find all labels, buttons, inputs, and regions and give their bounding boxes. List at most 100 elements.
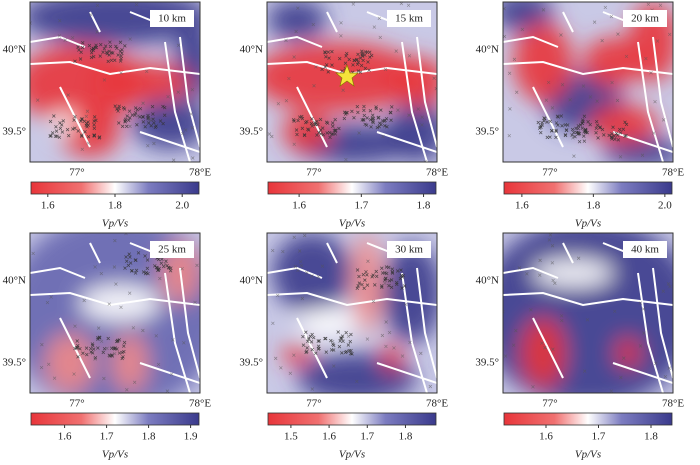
earthquake xyxy=(641,307,646,311)
colorbar-tick-label: 1.7 xyxy=(360,431,374,443)
earthquake xyxy=(529,308,533,312)
earthquake xyxy=(367,50,372,54)
earthquake xyxy=(323,65,328,69)
earthquake xyxy=(389,105,394,109)
earthquake xyxy=(573,134,577,139)
earthquake xyxy=(310,387,315,391)
earthquake xyxy=(613,137,617,142)
earthquake xyxy=(379,122,383,127)
earthquake xyxy=(588,122,592,127)
earthquake xyxy=(316,275,321,279)
earthquake xyxy=(164,259,168,264)
earthquake xyxy=(592,20,597,24)
earthquake xyxy=(546,80,551,85)
earthquake xyxy=(74,346,79,350)
earthquake xyxy=(49,134,53,138)
earthquake xyxy=(303,120,308,125)
earthquake xyxy=(333,132,338,136)
earthquake xyxy=(80,147,85,152)
earthquake xyxy=(119,71,123,75)
earthquake xyxy=(156,362,161,367)
earthquake xyxy=(87,43,92,48)
earthquake xyxy=(76,354,80,359)
earthquake xyxy=(103,44,108,48)
earthquake xyxy=(141,270,146,274)
earthquake xyxy=(311,22,315,27)
earthquake xyxy=(543,116,547,121)
earthquake xyxy=(525,272,529,276)
depth-label: 10 km xyxy=(158,13,186,25)
earthquake xyxy=(311,335,316,340)
earthquake xyxy=(365,116,369,120)
fault xyxy=(89,242,101,264)
anomaly xyxy=(521,318,565,388)
earthquake xyxy=(46,362,51,367)
earthquake xyxy=(374,269,379,274)
earthquake xyxy=(156,257,161,262)
earthquake xyxy=(101,50,105,54)
earthquake xyxy=(306,128,311,132)
earthquake xyxy=(317,339,321,343)
earthquake xyxy=(576,126,580,131)
earthquake xyxy=(407,113,411,117)
fault xyxy=(164,41,191,162)
earthquake xyxy=(80,45,85,50)
earthquake xyxy=(193,300,197,305)
earthquake xyxy=(333,128,338,132)
earthquake xyxy=(343,61,348,66)
earthquake xyxy=(310,124,314,128)
earthquake xyxy=(595,123,600,128)
earthquake xyxy=(73,126,77,131)
earthquake xyxy=(651,131,656,135)
earthquake xyxy=(125,259,129,263)
earthquake xyxy=(511,343,516,347)
earthquake xyxy=(554,129,558,134)
depth-label: 15 km xyxy=(395,13,423,25)
earthquake xyxy=(310,117,314,121)
earthquake xyxy=(658,3,663,8)
earthquake xyxy=(126,118,131,122)
earthquake xyxy=(432,76,436,80)
earthquake xyxy=(667,32,672,37)
earthquake xyxy=(399,268,403,272)
earthquake xyxy=(309,121,314,126)
earthquake xyxy=(58,18,62,23)
earthquake xyxy=(123,120,127,124)
earthquake xyxy=(183,128,188,132)
earthquake xyxy=(301,343,306,347)
anomaly xyxy=(112,333,148,393)
earthquake xyxy=(362,104,366,109)
earthquake xyxy=(52,114,56,118)
earthquake xyxy=(356,52,360,57)
earthquake xyxy=(638,301,643,305)
earthquake xyxy=(646,2,651,6)
earthquake xyxy=(122,349,126,354)
fault xyxy=(30,266,86,279)
earthquake xyxy=(128,255,132,259)
earthquake xyxy=(134,268,139,273)
fault xyxy=(612,362,673,384)
earthquake xyxy=(182,341,186,345)
earthquake xyxy=(373,283,377,287)
earthquake xyxy=(416,107,420,111)
lat-label: 39.5° xyxy=(2,126,26,138)
earthquake xyxy=(550,128,554,133)
earthquake xyxy=(379,284,384,288)
earthquake xyxy=(572,154,576,158)
earthquake xyxy=(60,130,65,134)
earthquake xyxy=(78,347,82,351)
earthquake xyxy=(166,265,171,270)
fault xyxy=(179,267,200,379)
earthquake xyxy=(314,122,318,127)
earthquake xyxy=(141,101,145,105)
earthquake xyxy=(371,299,376,304)
earthquake xyxy=(381,134,385,139)
earthquake xyxy=(122,340,127,345)
earthquake xyxy=(330,121,335,125)
earthquake xyxy=(600,38,604,43)
fault xyxy=(401,41,428,162)
earthquake xyxy=(91,54,96,59)
earthquake xyxy=(86,135,91,139)
anomaly xyxy=(616,338,640,368)
earthquake xyxy=(162,105,167,110)
